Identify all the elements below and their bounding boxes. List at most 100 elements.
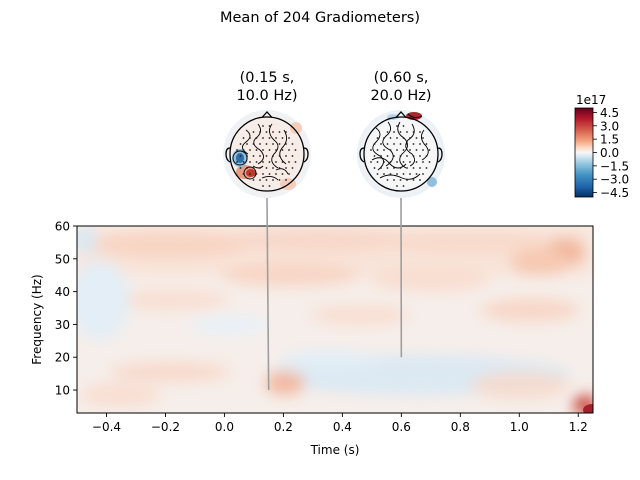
sensor-dot <box>380 167 382 169</box>
sensor-dot <box>406 179 408 181</box>
sensor-dot <box>425 143 428 145</box>
sensor-dot <box>419 179 421 181</box>
sensor-dot <box>399 143 402 145</box>
sensor-dot <box>409 173 411 175</box>
sensor-dot <box>259 179 261 181</box>
sensor-dot <box>422 149 424 151</box>
sensor-dot <box>373 167 376 169</box>
sensor-dot <box>386 143 389 145</box>
sensor-dot <box>249 173 251 175</box>
sensor-dot <box>419 155 421 157</box>
sensor-dot <box>249 149 251 151</box>
sensor-dot <box>259 155 261 157</box>
colorbar-tick-label: 0.0 <box>600 146 619 160</box>
sensor-dot <box>419 143 421 145</box>
topomap-1-title-line1: (0.15 s, <box>240 70 295 86</box>
topomap-connector-1 <box>266 197 270 391</box>
x-tick-label: 1.0 <box>510 420 529 434</box>
chart-title: Mean of 204 Gradiometers) <box>220 10 420 26</box>
colorbar-tick-label: −3.0 <box>600 173 629 187</box>
x-tick-label: 1.2 <box>569 420 588 434</box>
sensor-dot <box>272 179 274 181</box>
sensor-dot <box>370 161 372 163</box>
sensor-dot <box>380 155 382 157</box>
sensor-dot <box>412 143 415 145</box>
sensor-dot <box>265 143 268 145</box>
sensor-dot <box>249 137 251 139</box>
sensor-dot <box>272 143 274 145</box>
sensor-dot <box>242 161 245 163</box>
sensor-dot <box>415 161 418 163</box>
x-tick-label: −0.2 <box>151 420 180 434</box>
sensor-dot <box>281 161 284 163</box>
sensor-dot <box>389 137 392 139</box>
x-axis-label: Time (s) <box>310 443 360 457</box>
topomap-1-head <box>229 116 305 192</box>
sensor-dot <box>285 155 287 157</box>
sensor-dot <box>406 167 408 169</box>
sensor-dot <box>402 173 405 175</box>
sensor-dot <box>268 125 271 127</box>
sensor-dot <box>415 173 418 175</box>
sensor-dot <box>239 143 242 145</box>
sensor-dot <box>265 179 268 181</box>
sensor-dot <box>425 167 428 169</box>
sensor-dot <box>376 173 379 175</box>
sensor-dot <box>262 137 264 139</box>
sensor-dot <box>380 143 382 145</box>
sensor-dot <box>402 137 405 139</box>
y-axis-label: Frequency (Hz) <box>30 274 44 365</box>
sensor-dot <box>265 131 268 133</box>
sensor-dot <box>409 161 411 163</box>
sensor-dot <box>268 185 271 187</box>
sensor-dot <box>422 161 424 163</box>
sensor-dot <box>383 149 385 151</box>
sensor-dot <box>275 149 277 151</box>
sensor-dot <box>386 155 389 157</box>
topomap-1-left-ear <box>225 147 231 163</box>
sensor-dot <box>412 131 415 133</box>
sensor-dot <box>272 131 274 133</box>
sensor-dot <box>278 179 281 181</box>
sensor-dot <box>272 155 274 157</box>
x-tick-label: 0.0 <box>215 420 234 434</box>
colorbar-tick-label: 3.0 <box>600 119 619 133</box>
sensor-dot <box>428 149 431 151</box>
sensor-dot <box>383 137 385 139</box>
sensor-dot <box>262 161 264 163</box>
sensor-dot <box>268 161 271 163</box>
sensor-dot <box>242 137 245 139</box>
sensor-dot <box>252 143 255 145</box>
sensor-dot <box>409 137 411 139</box>
sensor-dot <box>376 161 379 163</box>
sensor-dot <box>419 167 421 169</box>
sensor-dot <box>393 131 395 133</box>
y-tick-label: 10 <box>55 384 70 398</box>
sensor-dot <box>262 185 264 187</box>
topomap-2-sensors <box>370 125 431 187</box>
sensor-dot <box>399 131 402 133</box>
x-tick-label: 0.2 <box>274 420 293 434</box>
sensor-dot <box>265 167 268 169</box>
sensor-dot <box>396 161 398 163</box>
sensor-dot <box>275 161 277 163</box>
sensor-dot <box>252 167 255 169</box>
sensor-dot <box>272 167 274 169</box>
topomap-connectors <box>266 197 403 391</box>
sensor-dot <box>285 167 287 169</box>
topomap-2-left-ear <box>359 147 365 163</box>
sensor-dot <box>370 149 372 151</box>
sensor-dot <box>288 149 290 151</box>
sensor-dot <box>268 173 271 175</box>
sensor-dot <box>402 125 405 127</box>
sensor-dot <box>278 167 281 169</box>
colorbar-exponent: 1e17 <box>576 93 606 107</box>
sensor-dot <box>265 155 268 157</box>
sensor-dot <box>393 143 395 145</box>
sensor-dot <box>255 149 258 151</box>
topomap-2-title-line2: 20.0 Hz) <box>370 88 431 104</box>
sensor-dot <box>281 149 284 151</box>
colorbar-tick-label: −4.5 <box>600 186 629 200</box>
y-tick-label: 20 <box>55 351 70 365</box>
sensor-dot <box>383 161 385 163</box>
